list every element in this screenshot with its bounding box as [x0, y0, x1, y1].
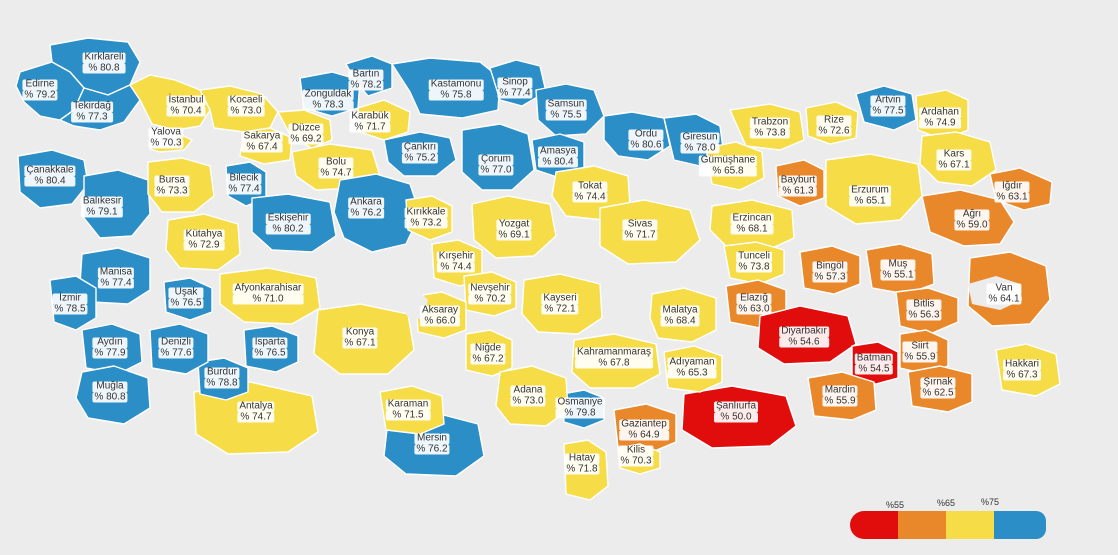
province-i-stanbul[interactable]: [129, 74, 211, 131]
province-kars[interactable]: [919, 131, 997, 187]
province-diyarbakir[interactable]: [757, 305, 857, 365]
province-bingol[interactable]: [799, 245, 861, 295]
province-sirnak[interactable]: [907, 365, 973, 413]
province-denizli[interactable]: [149, 323, 209, 375]
province-mus[interactable]: [865, 243, 935, 295]
legend: %55 %65 %75: [850, 497, 1046, 545]
province-cankiri[interactable]: [383, 131, 457, 177]
province-samsun[interactable]: [535, 83, 605, 137]
legend-swatch-yellow: [946, 511, 994, 539]
legend-tick-65: %65: [936, 498, 956, 508]
province-malatya[interactable]: [649, 287, 717, 343]
province-tunceli[interactable]: [723, 241, 785, 285]
province-canakkale[interactable]: [17, 149, 89, 209]
province-nevsehir[interactable]: [463, 271, 517, 317]
province-nigde[interactable]: [465, 329, 513, 377]
province-rize[interactable]: [805, 101, 859, 145]
province-kocaeli[interactable]: [199, 85, 279, 133]
province-karaman[interactable]: [379, 385, 445, 435]
province-kastamonu[interactable]: [391, 57, 501, 119]
province-bursa[interactable]: [147, 157, 215, 213]
province-corum[interactable]: [461, 123, 535, 191]
legend-swatch-orange: [898, 511, 946, 539]
legend-swatch-red: [850, 511, 898, 539]
lake-marmara-sea-icon: [100, 124, 176, 150]
legend-tick-55: %55: [885, 500, 905, 510]
legend-tick-75: %75: [980, 497, 1000, 507]
province-ardahan[interactable]: [915, 89, 969, 141]
province-i-zmir[interactable]: [49, 275, 97, 331]
province-erzurum[interactable]: [825, 153, 923, 225]
province-usak[interactable]: [163, 277, 213, 321]
province-ordu[interactable]: [603, 111, 671, 161]
province-isparta[interactable]: [243, 325, 299, 373]
province-konya[interactable]: [313, 303, 415, 375]
province-burdur[interactable]: [197, 357, 249, 401]
province-hakkari[interactable]: [995, 343, 1061, 397]
province-trabzon[interactable]: [729, 103, 805, 151]
province-kayseri[interactable]: [521, 273, 603, 335]
province-yozgat[interactable]: [471, 195, 557, 259]
province-adana[interactable]: [495, 365, 569, 427]
province-kutahya[interactable]: [165, 213, 241, 271]
province-adiyaman[interactable]: [663, 345, 723, 393]
province-mugla[interactable]: [75, 365, 151, 425]
province-eskisehir[interactable]: [251, 193, 337, 253]
province-kahramanmaras[interactable]: [571, 333, 661, 389]
province-bitlis[interactable]: [895, 287, 959, 335]
province-karabuk[interactable]: [357, 99, 411, 141]
province-zonguldak[interactable]: [299, 71, 361, 117]
province-sivas[interactable]: [599, 199, 701, 265]
province-bayburt[interactable]: [775, 159, 825, 207]
province-hatay[interactable]: [563, 439, 609, 501]
province-mardin[interactable]: [807, 371, 877, 421]
province-sanliurfa[interactable]: [681, 385, 797, 449]
province-gaziantep[interactable]: [613, 403, 677, 453]
province-artvin[interactable]: [855, 85, 917, 131]
province-afyonkarahisar[interactable]: [219, 267, 321, 325]
province-gumushane[interactable]: [705, 141, 765, 191]
legend-swatch-blue: [994, 511, 1046, 539]
province-kirikkale[interactable]: [405, 195, 453, 241]
province-balikesir[interactable]: [83, 169, 151, 239]
province-sakarya[interactable]: [239, 127, 293, 165]
